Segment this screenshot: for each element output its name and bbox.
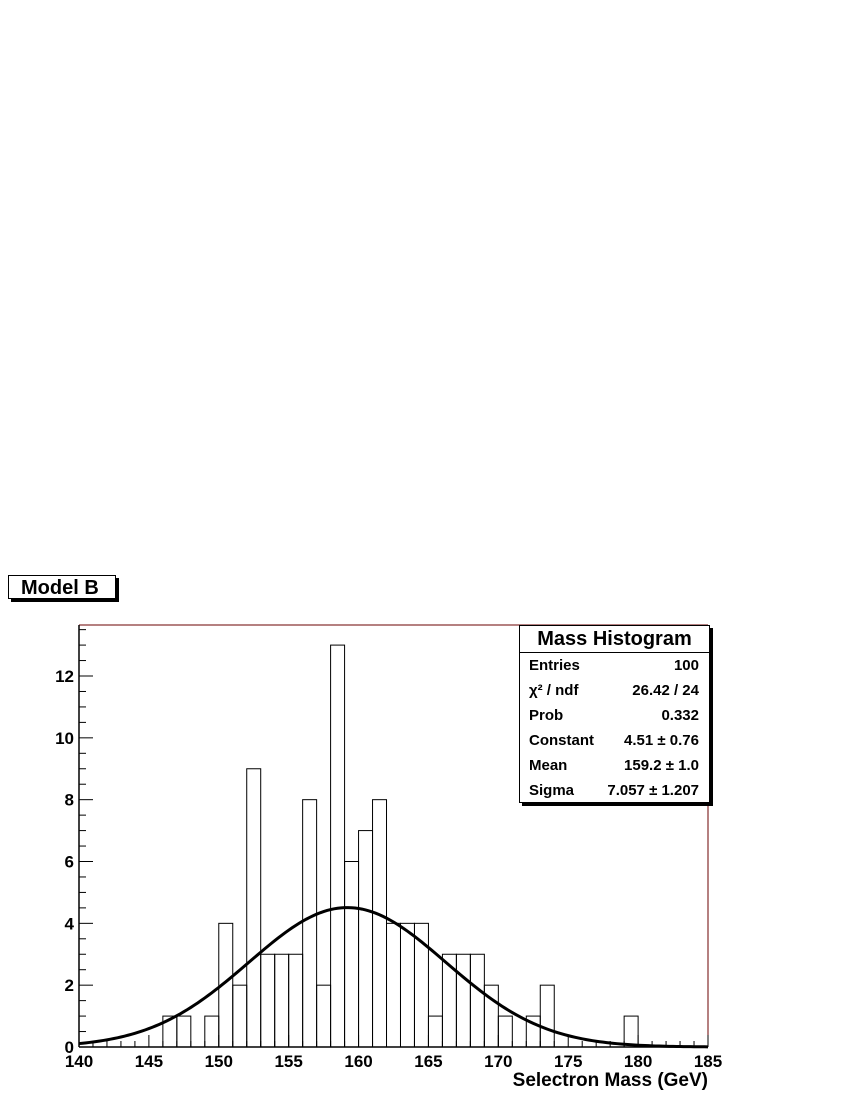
stat-label: Sigma <box>529 782 575 799</box>
y-tick-label: 10 <box>55 729 74 748</box>
stats-title: Mass Histogram <box>520 626 709 653</box>
histogram-bin <box>344 861 360 1048</box>
y-tick-label: 4 <box>65 914 75 933</box>
x-tick-label: 150 <box>205 1052 233 1071</box>
stat-value: 159.2 ± 1.0 <box>624 757 699 774</box>
x-tick-label: 170 <box>484 1052 512 1071</box>
x-tick-label: 160 <box>344 1052 372 1071</box>
histogram-bin <box>399 922 415 1048</box>
stat-value: 7.057 ± 1.207 <box>607 782 699 799</box>
gaussian-fit-curve <box>78 906 709 1049</box>
histogram-bin <box>497 1015 513 1048</box>
histogram-bin <box>316 984 332 1048</box>
stat-label: Constant <box>529 732 594 749</box>
histogram-bin <box>204 1015 220 1048</box>
stat-value: 4.51 ± 0.76 <box>624 732 699 749</box>
histogram-bin <box>386 922 401 1048</box>
histogram-bin <box>330 644 346 1048</box>
histogram-bin <box>455 953 471 1048</box>
plot-title-box: Model B <box>8 575 116 599</box>
stat-row-chi2: χ² / ndf 26.42 / 24 <box>520 678 709 703</box>
stat-row-prob: Prob 0.332 <box>520 703 709 728</box>
stat-value: 100 <box>673 657 699 674</box>
stat-row-entries: Entries 100 <box>520 653 709 678</box>
x-tick-label: 165 <box>414 1052 442 1071</box>
y-tick-label: 6 <box>65 853 74 872</box>
x-tick-label: 175 <box>554 1052 582 1071</box>
stats-box: Mass Histogram Entries 100 χ² / ndf 26.4… <box>519 625 710 803</box>
histogram-bin <box>232 984 248 1048</box>
histogram-bin <box>427 1015 443 1048</box>
stat-label: χ² / ndf <box>529 682 579 699</box>
histogram-bin <box>260 953 276 1048</box>
histogram-bin <box>176 1015 192 1048</box>
y-tick-label: 8 <box>65 791 74 810</box>
histogram-bin <box>372 799 388 1048</box>
x-tick-label: 155 <box>274 1052 302 1071</box>
stat-row-constant: Constant 4.51 ± 0.76 <box>520 728 709 753</box>
histogram-bin <box>246 768 262 1048</box>
histogram-bin <box>623 1015 639 1048</box>
stat-label: Mean <box>529 757 568 774</box>
x-axis-label: Selectron Mass (GeV) <box>513 1070 708 1091</box>
y-tick-label: 12 <box>55 667 74 686</box>
stat-label: Prob <box>529 707 564 724</box>
histogram-bin <box>288 953 304 1048</box>
stat-label: Entries <box>529 657 580 674</box>
stat-row-sigma: Sigma 7.057 ± 1.207 <box>520 778 709 803</box>
histogram-bin <box>302 799 318 1048</box>
x-tick-label: 185 <box>694 1052 722 1071</box>
x-tick-label: 180 <box>624 1052 652 1071</box>
histogram-bin <box>539 984 555 1048</box>
y-tick-label: 0 <box>65 1038 74 1057</box>
stat-row-mean: Mean 159.2 ± 1.0 <box>520 753 709 778</box>
plot-title: Model B <box>21 577 99 599</box>
histogram-bin <box>274 953 290 1048</box>
x-tick-label: 145 <box>135 1052 163 1071</box>
histogram-bin <box>469 953 485 1048</box>
y-tick-label: 2 <box>65 976 74 995</box>
histogram-bin <box>358 830 374 1048</box>
x-tick-label: 140 <box>65 1052 93 1071</box>
stat-value: 0.332 <box>661 707 699 724</box>
stat-value: 26.42 / 24 <box>632 682 699 699</box>
